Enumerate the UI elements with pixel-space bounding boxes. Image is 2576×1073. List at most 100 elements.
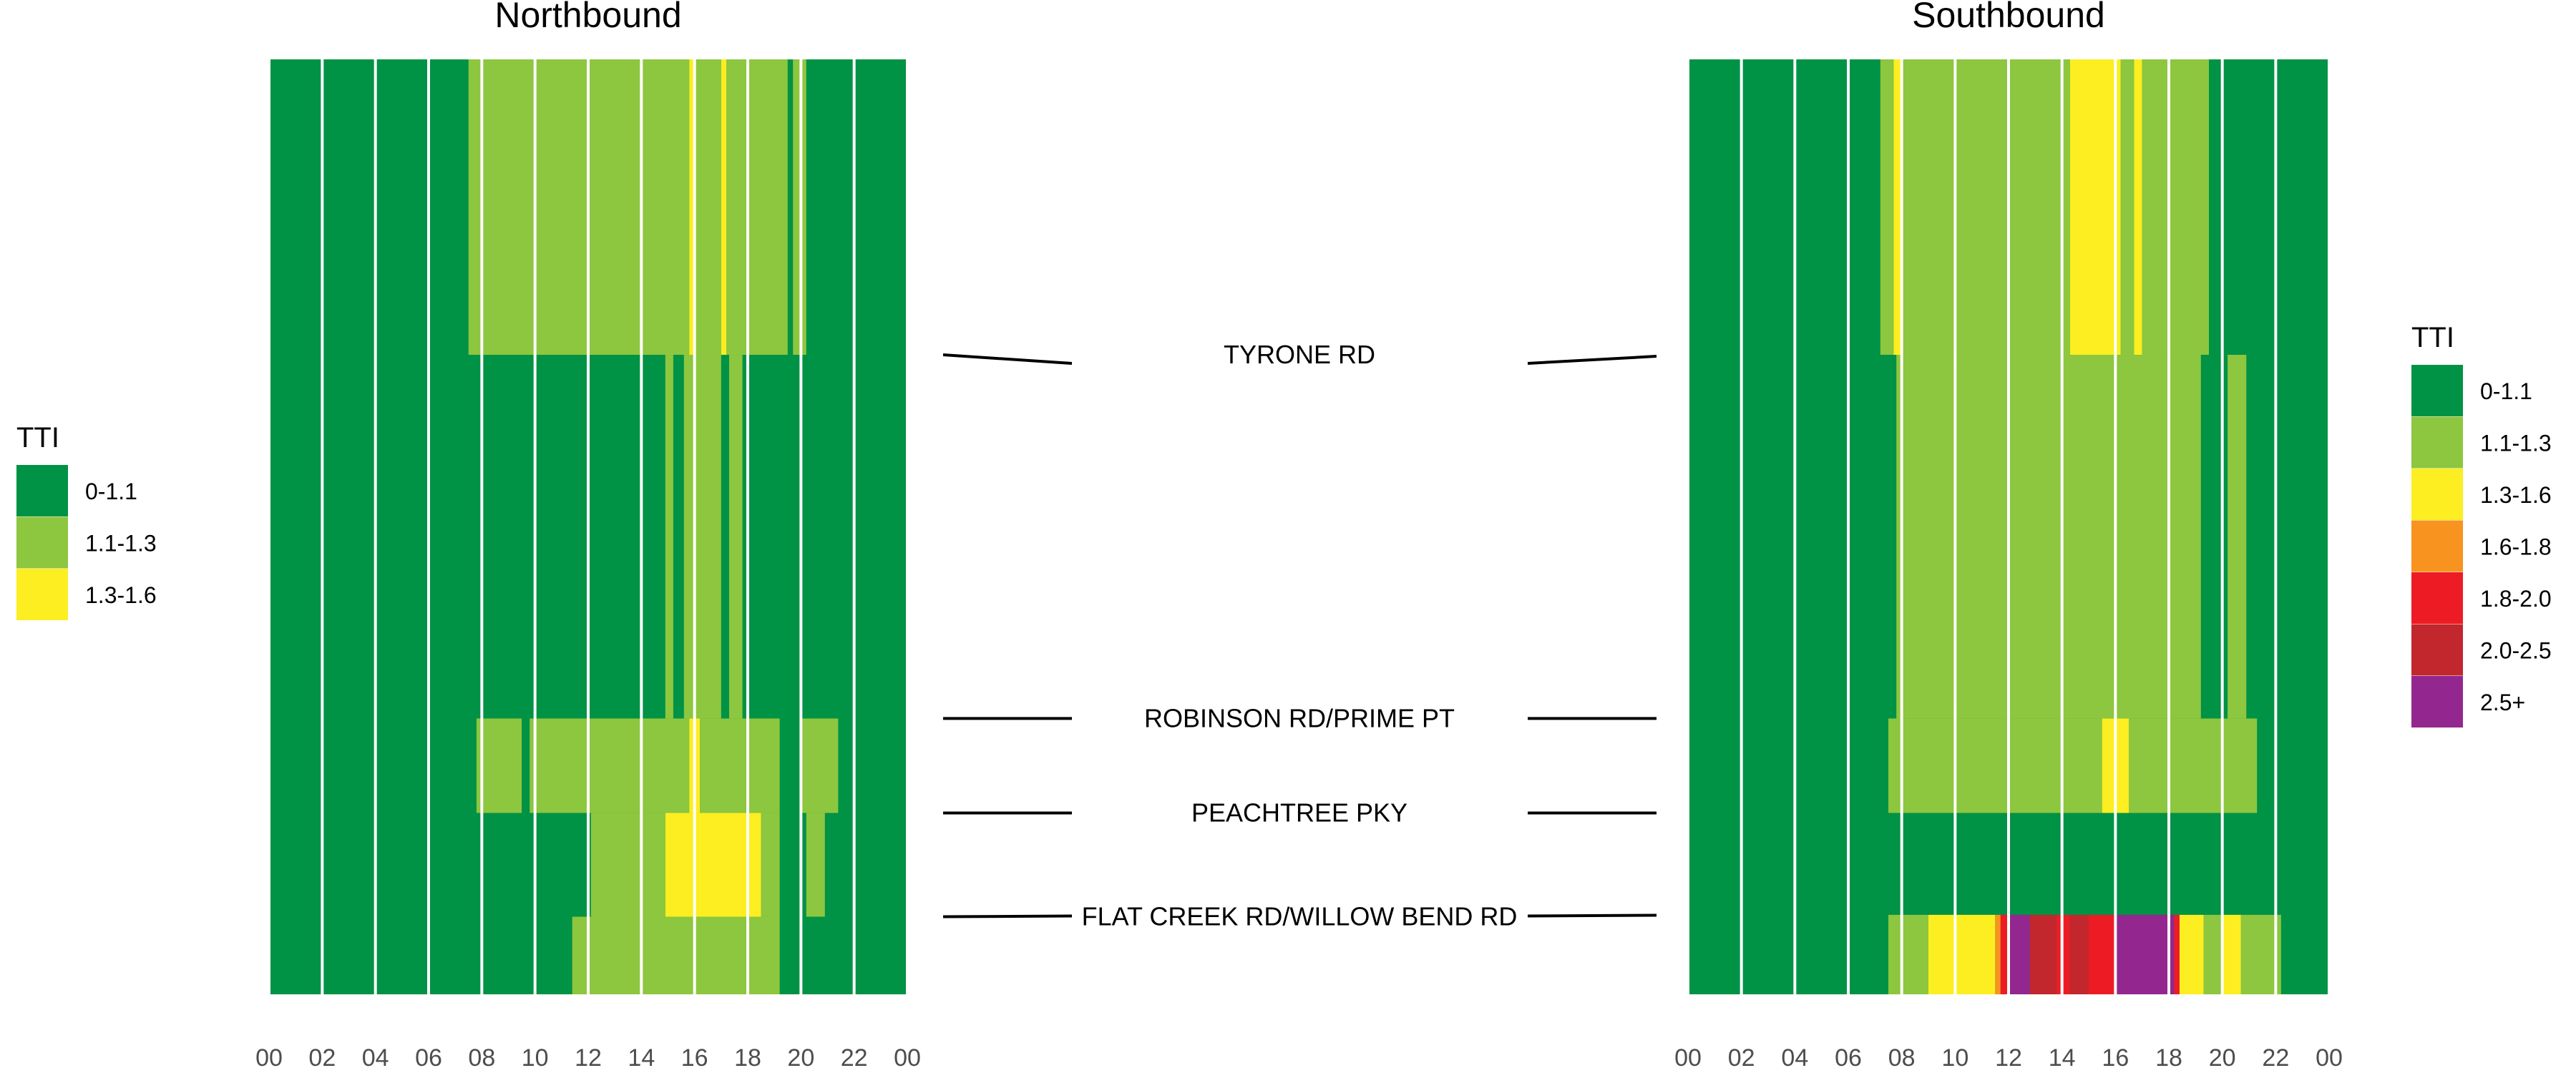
heatmap-cell	[2069, 59, 2121, 356]
heatmap-cell	[801, 718, 839, 813]
road-label: ROBINSON RD/PRIME PT	[1144, 703, 1455, 733]
heatmap-cell	[665, 813, 761, 917]
legend-label: 0-1.1	[85, 479, 137, 504]
x-tick-label: 00	[1674, 1044, 1702, 1072]
legend-label: 0-1.1	[2480, 378, 2532, 404]
x-tick-label: 08	[1888, 1044, 1916, 1072]
road-labels: TYRONE RD ROBINSON RD/PRIME PT PEACHTREE P…	[942, 340, 1657, 931]
heatmap-cell	[665, 355, 673, 719]
northbound-panel: Northbound 00 02 04 06 08 10 12 14 16 18 20 22 00	[255, 0, 921, 1072]
legend-label: 2.5+	[2480, 690, 2525, 715]
heatmap-cell	[572, 916, 780, 994]
legend-swatch	[16, 465, 68, 516]
heatmap-cell	[1901, 59, 2070, 356]
road-label: FLAT CREEK RD/WILLOW BEND RD	[1082, 902, 1518, 931]
x-tick-label: 16	[681, 1044, 708, 1072]
x-tick-label: 08	[468, 1044, 495, 1072]
legend-label: 1.1-1.3	[2480, 431, 2552, 456]
x-tick-label: 22	[841, 1044, 868, 1072]
heatmap-cell	[2000, 914, 2009, 994]
heatmap-cell	[806, 813, 825, 917]
heatmap-cell	[2129, 718, 2258, 813]
heatmap-cell	[2089, 914, 2116, 994]
heatmap-cell	[694, 59, 721, 356]
road-connector-left	[942, 353, 1073, 366]
heatmap-cell	[2142, 59, 2209, 356]
x-tick-label: 00	[255, 1044, 283, 1072]
x-tick-label: 16	[2102, 1044, 2129, 1072]
x-tick-label: 00	[894, 1044, 921, 1072]
legend-label: 1.8-2.0	[2480, 586, 2552, 612]
x-tick-label: 20	[2209, 1044, 2236, 1072]
heatmap-cell	[590, 813, 665, 917]
legend-swatch	[2411, 469, 2463, 520]
legend-label: 1.3-1.6	[2480, 482, 2552, 508]
heatmap-cell	[1928, 914, 1996, 994]
southbound-panel: Southbound 00 02 04 06 08 10 12 14 16 18 20 22 00	[1674, 0, 2343, 1072]
heatmap-cell	[761, 813, 780, 917]
heatmap-cell	[1880, 59, 1894, 356]
x-tick-label: 18	[2155, 1044, 2182, 1072]
heatmap-cell	[2174, 914, 2180, 994]
southbound-legend: TTI 0-1.1 1.1-1.3 1.3-1.6 1.6-1.8 1.8-2.0 2.0-…	[2411, 322, 2552, 727]
northbound-legend: TTI 0-1.1 1.1-1.3 1.3-1.6	[16, 422, 157, 620]
heatmap-cell	[2203, 914, 2223, 994]
heatmap-cell	[689, 59, 695, 356]
x-tick-label: 02	[308, 1044, 336, 1072]
x-tick-label: 04	[1781, 1044, 1808, 1072]
heatmap-cell	[1995, 914, 2001, 994]
x-tick-label: 12	[575, 1044, 602, 1072]
legend-swatch	[2411, 416, 2463, 469]
heatmap-cell	[700, 718, 780, 813]
heatmap-cell	[2179, 914, 2204, 994]
heatmap-cell	[2134, 59, 2142, 356]
heatmap-cell	[2228, 355, 2247, 719]
legend-title: TTI	[16, 422, 59, 454]
panel-title: Northbound	[494, 0, 681, 35]
x-tick-label: 10	[1941, 1044, 1968, 1072]
x-tick-label: 18	[734, 1044, 761, 1072]
heatmap-cell	[2120, 59, 2135, 356]
heatmap-cell	[2222, 914, 2241, 994]
panel-title: Southbound	[1912, 0, 2105, 35]
legend-label: 1.6-1.8	[2480, 534, 2552, 560]
legend-swatch	[16, 569, 68, 620]
heatmap-cell	[1888, 718, 2102, 813]
heatmap-cell	[683, 355, 721, 719]
x-tick-label: 06	[1835, 1044, 1862, 1072]
heatmap-cell	[2069, 914, 2089, 994]
heatmap-cell	[728, 355, 743, 719]
x-tick-label: 04	[362, 1044, 389, 1072]
heatmap-cell	[1896, 355, 2201, 719]
x-tick-label: 14	[2049, 1044, 2076, 1072]
heatmap-cell	[530, 718, 690, 813]
heatmap-cell	[1888, 914, 1928, 994]
legend-label: 2.0-2.5	[2480, 638, 2552, 664]
x-tick-label: 14	[628, 1044, 655, 1072]
heatmap-cell	[2115, 914, 2175, 994]
road-label: TYRONE RD	[1224, 340, 1375, 369]
legend-swatch	[2411, 520, 2463, 572]
heatmap-cell	[468, 59, 690, 356]
heatmap-cell	[2009, 914, 2030, 994]
road-connector-left	[942, 914, 1073, 918]
legend-swatch	[2411, 365, 2463, 416]
road-connector-right	[1527, 355, 1657, 366]
heatmap-cell	[721, 59, 727, 356]
legend-swatch	[2411, 624, 2463, 676]
x-tick-label: 12	[1995, 1044, 2022, 1072]
legend-swatch	[2411, 676, 2463, 727]
legend-label: 1.1-1.3	[85, 531, 157, 557]
x-tick-label: 00	[2316, 1044, 2343, 1072]
road-label: PEACHTREE PKY	[1191, 798, 1407, 827]
x-tick-label: 20	[787, 1044, 814, 1072]
heatmap-cell	[2029, 914, 2057, 994]
x-tick-label: 22	[2262, 1044, 2289, 1072]
legend-label: 1.3-1.6	[85, 582, 157, 608]
heatmap-cell	[1893, 59, 1902, 356]
legend-title: TTI	[2411, 322, 2454, 353]
x-tick-label: 02	[1728, 1044, 1755, 1072]
heatmap-cell	[476, 718, 522, 813]
legend-swatch	[2411, 572, 2463, 624]
